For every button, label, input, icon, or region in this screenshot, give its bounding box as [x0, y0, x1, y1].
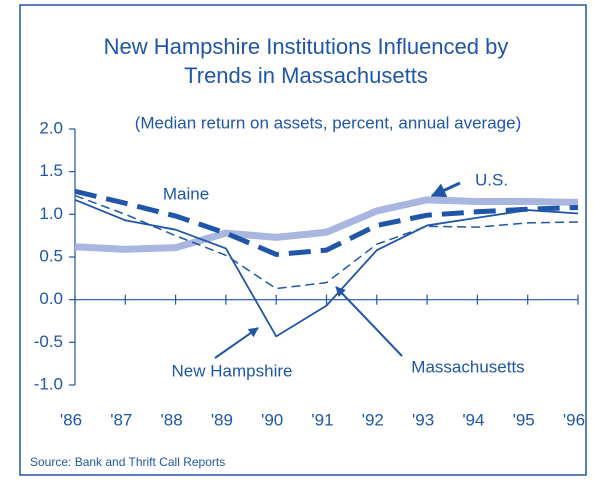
series-line	[74, 198, 579, 338]
arrow	[335, 286, 403, 357]
frame	[19, 4, 587, 476]
y-tick-label: -1.0	[34, 374, 63, 393]
x-tick-label: '95	[513, 410, 535, 429]
series-line	[74, 196, 579, 253]
x-tick-label: '92	[362, 410, 384, 429]
x-tick-label: '93	[412, 410, 434, 429]
y-tick-label: 0.0	[39, 289, 63, 308]
x-tick-label: '94	[462, 410, 484, 429]
series-label: Maine	[163, 184, 209, 203]
x-tick-label: '96	[563, 410, 585, 429]
series-label: U.S.	[475, 170, 508, 189]
arrow	[214, 327, 259, 359]
x-tick-label: '90	[261, 410, 283, 429]
series-label: New Hampshire	[172, 361, 293, 380]
x-tick-label: '86	[60, 410, 82, 429]
x-tick-label: '89	[211, 410, 233, 429]
x-tick-label: '91	[311, 410, 333, 429]
series-label: Massachusetts	[411, 357, 524, 376]
source: Source: Bank and Thrift Call Reports	[30, 455, 225, 469]
x-tick-label: '87	[110, 410, 132, 429]
chart-subtitle: (Median return on assets, percent, annua…	[135, 113, 522, 132]
y-tick-label: 2.0	[39, 118, 63, 137]
arrow	[430, 181, 461, 198]
chart-title: Trends in Massachusetts	[184, 63, 428, 88]
x-tick-label: '88	[161, 410, 183, 429]
series-line	[74, 188, 579, 257]
chart-title: New Hampshire Institutions Influenced by	[104, 34, 509, 59]
y-tick-label: 1.0	[39, 204, 63, 223]
y-tick-label: -0.5	[34, 332, 63, 351]
y-tick-label: 0.5	[39, 246, 63, 265]
y-tick-label: 1.5	[39, 161, 63, 180]
series-line	[74, 194, 579, 290]
